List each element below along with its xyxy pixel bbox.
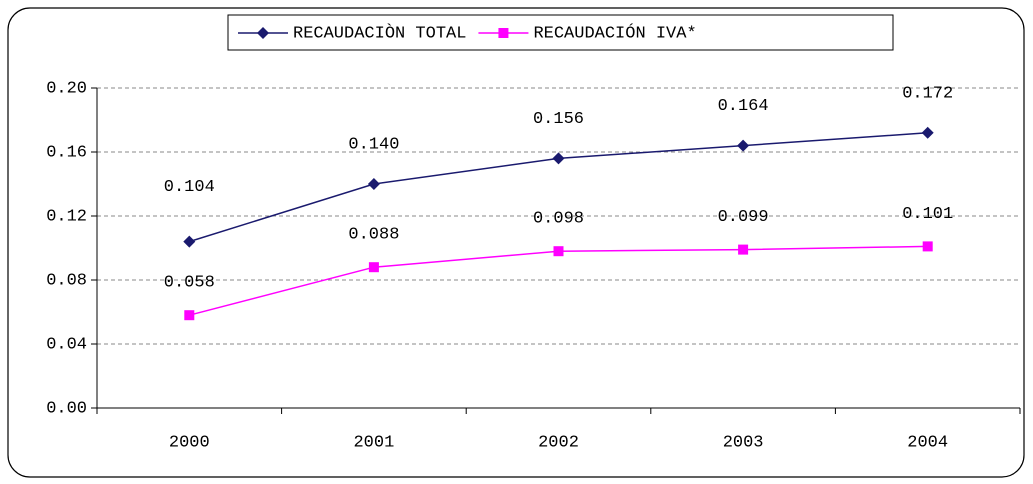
data-label: 0.099: [718, 208, 769, 227]
y-tick-label: 0.00: [46, 399, 87, 418]
legend-label: RECAUDACIÒN TOTAL: [293, 23, 466, 43]
x-tick-label: 2003: [723, 433, 764, 452]
marker: [367, 178, 380, 190]
data-label: 0.156: [533, 110, 584, 129]
y-tick-label: 0.12: [46, 207, 87, 226]
chart-frame: [7, 7, 1025, 478]
data-label: 0.058: [164, 274, 215, 293]
marker: [184, 310, 195, 321]
data-label: 0.104: [164, 178, 215, 197]
marker: [553, 246, 564, 257]
marker: [921, 126, 934, 139]
marker: [368, 262, 379, 273]
y-tick-label: 0.16: [46, 143, 87, 162]
x-tick-label: 2002: [538, 433, 579, 452]
y-tick-label: 0.04: [46, 335, 87, 354]
marker: [183, 235, 196, 248]
marker: [737, 139, 750, 152]
legend-label: RECAUDACIÓN IVA*: [533, 23, 696, 43]
data-label: 0.088: [348, 226, 399, 245]
y-tick-label: 0.20: [46, 79, 87, 98]
data-label: 0.098: [533, 210, 584, 229]
marker: [922, 241, 933, 252]
y-tick-label: 0.08: [46, 271, 87, 290]
marker: [257, 27, 269, 39]
x-tick-label: 2000: [169, 433, 210, 452]
x-tick-label: 2001: [353, 433, 394, 452]
data-label: 0.164: [718, 97, 769, 116]
marker: [552, 152, 565, 165]
data-label: 0.140: [348, 135, 399, 154]
legend-box: [227, 14, 894, 51]
marker: [738, 244, 749, 255]
data-label: 0.172: [902, 84, 953, 103]
x-tick-label: 2004: [907, 433, 948, 452]
data-label: 0.101: [902, 205, 953, 224]
marker: [498, 28, 509, 38]
